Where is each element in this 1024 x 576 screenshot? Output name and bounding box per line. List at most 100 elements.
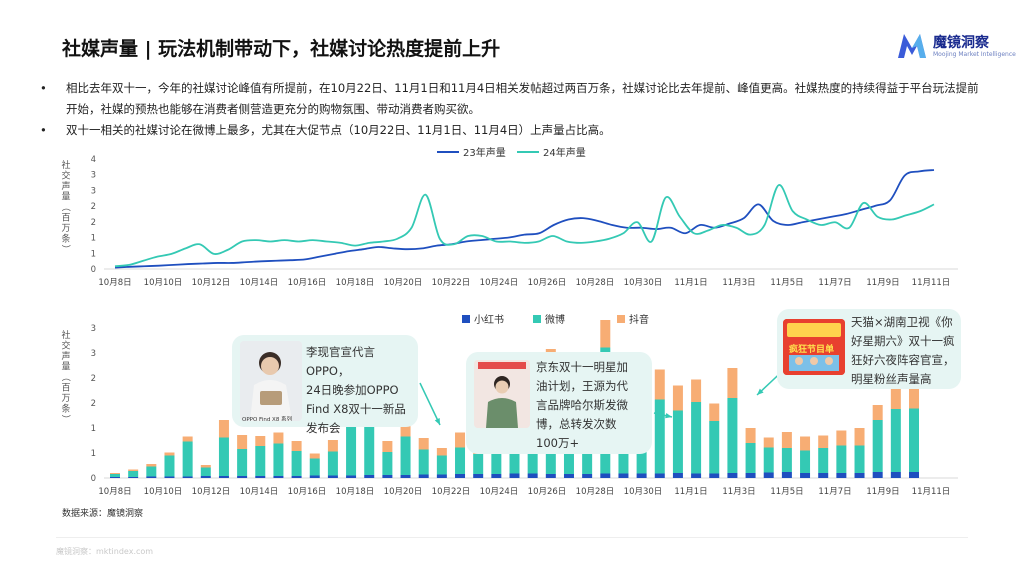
series-line-1: [114, 169, 935, 269]
callout-oppo: OPPO Find X8 系列 李现官宣代言OPPO， 24日晚参加OPPO F…: [232, 335, 418, 435]
x-tick-label: 10月18日: [336, 487, 375, 497]
x-tick-label: 11月9日: [866, 487, 899, 497]
bar-segment-3: [218, 420, 229, 438]
bar-segment-1: [818, 473, 829, 478]
y-axis-label-char: 交: [61, 340, 70, 352]
x-tick-label: 10月22日: [432, 278, 471, 288]
bar-segment-1: [327, 475, 338, 478]
x-tick-label: 11月1日: [674, 487, 707, 497]
x-tick-label: 10月22日: [432, 487, 471, 497]
bar-segment-1: [146, 476, 157, 478]
callout-text: 天猫×湖南卫视《你 好星期六》双十一疯 狂好六夜阵容官宣， 明星粉丝声量高: [851, 313, 955, 389]
bar-segment-1: [909, 472, 919, 478]
bar-segment-2: [418, 449, 429, 475]
bar-segment-3: [128, 469, 139, 471]
y-axis-label-char: （: [60, 202, 71, 211]
bar-segment-3: [418, 438, 429, 450]
callout-line: Find X8双十一新品: [306, 402, 406, 416]
bar-segment-2: [164, 455, 175, 477]
bar-segment-2: [781, 448, 792, 472]
callout-text: 京东双十一明星加 油计划，王源为代 言品牌哈尔斯发微 博，总转发次数 100万+: [536, 358, 628, 453]
bullet-item: • 相比去年双十一，今年的社媒讨论峰值有所提前，在10月22日、11月1日和11…: [40, 78, 990, 120]
bar-segment-2: [436, 455, 447, 475]
x-tick-label: 10月18日: [336, 278, 375, 288]
x-tick-label: 10月16日: [288, 278, 327, 288]
bar-segment-3: [745, 428, 756, 443]
y-tick-label: 4: [91, 155, 96, 165]
x-tick-label: 10月14日: [240, 487, 279, 497]
bar-segment-2: [273, 443, 284, 476]
x-tick-label: 11月9日: [866, 278, 899, 288]
callout-line: 狂好六夜阵容官宣，: [851, 353, 955, 367]
y-tick-label: 0: [91, 474, 96, 484]
bar-segment-3: [255, 436, 266, 446]
bar-segment-2: [237, 449, 248, 476]
legend-swatch: [462, 315, 470, 323]
y-tick-label: 3: [91, 349, 96, 359]
y-axis-label-char: 社: [61, 329, 70, 341]
person-photo-icon: [474, 360, 530, 428]
y-axis-label-char: 条: [61, 233, 70, 245]
bar-segment-3: [600, 320, 611, 348]
bar-segment-2: [473, 454, 484, 474]
y-axis-label-char: 万: [61, 224, 70, 234]
y-tick-label: 2: [91, 399, 96, 409]
callout-line: 博，总转发次数: [536, 417, 617, 431]
bar-segment-2: [110, 474, 120, 477]
callout-jd: 京东双十一明星加 油计划，王源为代 言品牌哈尔斯发微 博，总转发次数 100万+: [466, 352, 652, 454]
bar-segment-1: [382, 475, 393, 478]
x-tick-label: 11月7日: [818, 487, 851, 497]
bar-segment-2: [818, 448, 829, 473]
x-tick-label: 10月20日: [384, 487, 423, 497]
bullet-dot: •: [40, 123, 47, 137]
y-axis-label-char: 量: [61, 362, 70, 373]
x-tick-label: 10月30日: [624, 487, 663, 497]
x-tick-label: 10月28日: [576, 278, 615, 288]
bar-segment-3: [800, 436, 811, 451]
callout-line: 言品牌哈尔斯发微: [536, 398, 628, 412]
bar-segment-2: [146, 466, 157, 477]
x-tick-label: 10月14日: [240, 278, 279, 288]
bar-segment-2: [509, 436, 520, 474]
x-tick-label: 11月3日: [722, 487, 755, 497]
bar-segment-3: [709, 403, 720, 421]
callout-line: 明星粉丝声量高: [851, 372, 932, 386]
bar-segment-1: [872, 472, 883, 478]
callout-arrow-head: [665, 412, 672, 419]
bar-segment-1: [563, 474, 574, 478]
y-axis-label-char: 万: [61, 394, 70, 404]
bar-segment-1: [672, 473, 683, 478]
x-tick-label: 11月5日: [770, 278, 803, 288]
y-axis-label-char: 条: [61, 403, 70, 415]
y-axis-label-char: 声: [61, 180, 70, 192]
x-tick-label: 10月28日: [576, 487, 615, 497]
callout-line: 京东双十一明星加: [536, 360, 628, 374]
x-tick-label: 11月3日: [722, 278, 755, 288]
bar-segment-2: [691, 402, 702, 474]
bar-segment-2: [909, 408, 919, 472]
x-tick-label: 10月24日: [480, 278, 519, 288]
bar-segment-1: [273, 476, 284, 478]
y-axis-label-char: 交: [61, 170, 70, 182]
bar-segment-2: [364, 387, 375, 475]
bar-segment-1: [400, 475, 411, 478]
bar-segment-2: [382, 452, 393, 475]
legend-label: 抖音: [629, 313, 649, 326]
callout-line: 天猫×湖南卫视《你: [851, 315, 953, 329]
bar-segment-1: [691, 473, 702, 478]
x-tick-label: 10月8日: [98, 278, 131, 288]
bar-segment-1: [255, 476, 266, 478]
y-tick-label: 2: [91, 218, 96, 228]
callout-line: 24日晚参加OPPO: [306, 383, 399, 397]
bar-segment-3: [382, 441, 393, 452]
bar-segment-2: [291, 451, 302, 476]
legend-label: 微博: [545, 313, 565, 326]
x-tick-label: 10月12日: [192, 487, 231, 497]
y-tick-label: 1: [91, 249, 96, 259]
bar-segment-3: [763, 437, 774, 448]
callout-arrow-head: [757, 388, 764, 395]
x-tick-label: 10月12日: [192, 278, 231, 288]
bar-segment-3: [291, 441, 302, 451]
legend-label: 小红书: [474, 313, 504, 326]
image-caption: 疯狂节目单: [789, 345, 835, 355]
